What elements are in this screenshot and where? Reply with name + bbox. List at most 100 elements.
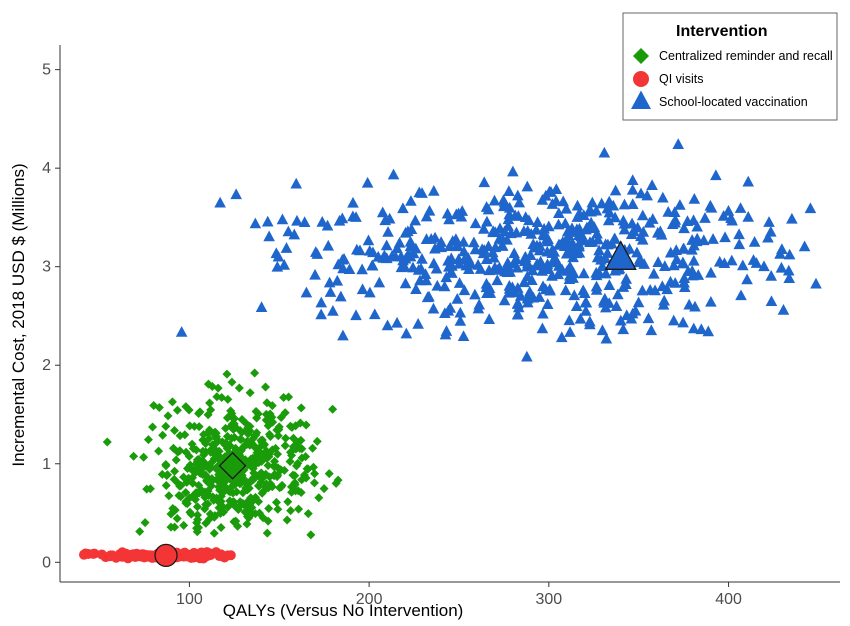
point-triangle: [278, 259, 291, 270]
point-diamond: [164, 491, 174, 501]
point-diamond: [170, 522, 180, 532]
point-circle: [88, 548, 99, 559]
point-diamond: [292, 439, 302, 449]
point-triangle: [566, 237, 578, 249]
point-triangle: [444, 302, 457, 313]
point-diamond: [172, 405, 182, 415]
point-diamond: [169, 474, 179, 484]
point-triangle: [748, 235, 761, 247]
point-diamond: [257, 488, 267, 498]
point-triangle: [691, 220, 703, 232]
point-triangle: [407, 261, 419, 273]
point-triangle: [270, 247, 283, 259]
point-triangle: [642, 312, 655, 324]
point-triangle: [688, 192, 701, 204]
point-triangle: [419, 268, 432, 280]
point-triangle: [410, 283, 422, 295]
y-tick-label: 2: [42, 357, 51, 374]
point-triangle: [454, 306, 467, 318]
x-tick-label: 300: [535, 591, 562, 608]
point-triangle: [542, 220, 555, 232]
point-triangle: [477, 223, 490, 234]
x-axis-title: QALYs (Versus No Intervention): [223, 601, 464, 620]
point-triangle: [603, 279, 616, 290]
mean-triangle: [604, 240, 637, 270]
point-triangle: [368, 308, 381, 320]
point-triangle: [690, 235, 703, 247]
point-diamond: [140, 518, 150, 528]
point-triangle: [405, 238, 418, 250]
point-triangle: [765, 295, 778, 307]
point-diamond: [194, 422, 204, 432]
point-diamond: [250, 368, 260, 378]
point-triangle: [718, 257, 731, 269]
point-diamond: [288, 470, 298, 480]
point-diamond: [191, 459, 201, 469]
point-triangle: [434, 240, 447, 252]
point-triangle: [573, 246, 586, 258]
point-triangle: [321, 219, 334, 231]
point-triangle: [380, 239, 393, 251]
point-diamond: [309, 478, 319, 488]
point-triangle: [420, 210, 433, 222]
point-diamond: [166, 509, 176, 519]
point-triangle: [670, 253, 683, 265]
data-points: [78, 138, 822, 564]
point-diamond: [135, 526, 145, 536]
point-triangle: [601, 247, 614, 258]
point-diamond: [188, 443, 198, 453]
point-triangle: [518, 276, 530, 288]
point-diamond: [199, 429, 209, 439]
point-triangle: [465, 257, 477, 269]
point-triangle: [480, 253, 493, 264]
point-triangle: [427, 302, 440, 314]
legend-label: QI visits: [659, 72, 703, 86]
point-triangle: [612, 288, 624, 300]
point-diamond: [263, 481, 273, 491]
point-triangle: [550, 195, 562, 206]
point-diamond: [216, 496, 226, 506]
y-axis-ticks: 0 1 2 3 4 5: [42, 62, 60, 571]
point-diamond: [172, 513, 182, 523]
point-diamond: [263, 516, 273, 526]
point-triangle: [636, 209, 649, 221]
point-triangle: [383, 212, 396, 224]
point-triangle: [409, 214, 422, 226]
point-triangle: [635, 187, 647, 199]
point-diamond: [148, 422, 158, 432]
point-diamond: [185, 463, 195, 473]
point-triangle: [645, 324, 658, 336]
legend-box: [622, 12, 838, 121]
point-triangle: [763, 216, 775, 227]
point-circle: [219, 552, 230, 563]
point-triangle: [483, 313, 496, 325]
point-triangle: [555, 331, 568, 343]
point-diamond: [247, 503, 257, 513]
point-diamond: [211, 428, 221, 438]
point-triangle: [632, 296, 645, 308]
point-triangle: [450, 233, 462, 244]
point-triangle: [783, 248, 796, 260]
point-triangle: [686, 265, 699, 276]
point-triangle: [441, 207, 454, 219]
point-triangle: [431, 279, 444, 291]
point-triangle: [440, 271, 453, 283]
point-triangle: [526, 274, 538, 286]
point-triangle: [566, 222, 578, 234]
x-tick-label: 200: [356, 591, 383, 608]
point-triangle: [597, 295, 610, 306]
point-triangle: [468, 236, 480, 248]
point-triangle: [626, 198, 639, 210]
point-triangle: [382, 226, 394, 237]
point-triangle: [386, 250, 398, 261]
point-diamond: [213, 453, 223, 463]
point-diamond: [161, 460, 171, 470]
point-triangle: [656, 280, 669, 292]
point-triangle: [541, 298, 554, 310]
point-diamond: [196, 485, 206, 495]
point-triangle: [563, 314, 576, 326]
point-triangle: [602, 214, 615, 226]
point-triangle: [567, 272, 579, 283]
x-axis-ticks: 100 200 300 400: [176, 582, 742, 608]
point-triangle: [497, 233, 509, 245]
